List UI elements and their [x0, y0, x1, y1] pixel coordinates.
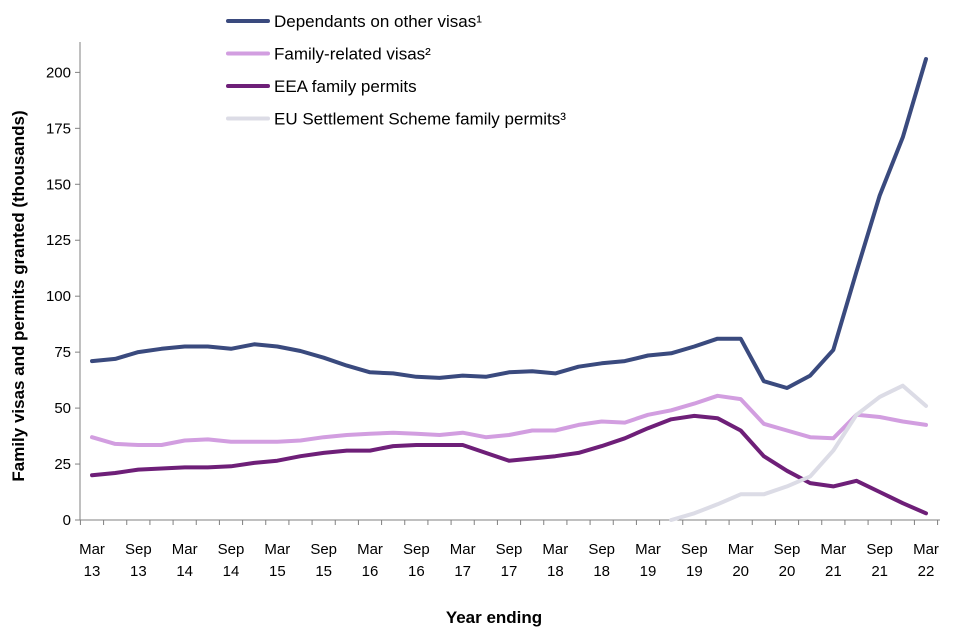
x-tick-label: 21	[871, 563, 888, 580]
y-tick-label: 25	[54, 456, 71, 473]
x-axis-title: Year ending	[446, 608, 542, 627]
x-tick-label: Sep	[774, 541, 801, 558]
x-tick-label: Mar	[635, 541, 661, 558]
x-tick-label: 13	[84, 563, 101, 580]
legend-label: Dependants on other visas¹	[274, 12, 482, 31]
x-tick-label: Sep	[496, 541, 523, 558]
x-ticks: Mar 13 Sep 13 Mar 14 Sep 14 Mar 15 Sep 15 Mar 16 Sep 16…	[79, 520, 939, 580]
y-tick-label: 175	[46, 120, 71, 137]
y-axis-title: Family visas and permits granted (thousa…	[9, 110, 28, 481]
x-tick-label: 15	[269, 563, 286, 580]
y-axis: 0 25 50 75 100 125 150 175 200	[46, 42, 81, 529]
x-tick-label: Sep	[866, 541, 893, 558]
x-tick-label: Sep	[218, 541, 245, 558]
x-tick-label: 17	[454, 563, 471, 580]
x-tick-label: Mar	[79, 541, 105, 558]
y-tick-label: 100	[46, 288, 71, 305]
y-tick-label: 200	[46, 64, 71, 81]
x-tick-label: 17	[501, 563, 518, 580]
legend: Dependants on other visas¹ Family-related…	[226, 12, 566, 129]
x-axis: Mar 13 Sep 13 Mar 14 Sep 14 Mar 15 Sep 15 Mar 16 Sep 16…	[79, 519, 940, 580]
y-tick-label: 150	[46, 176, 71, 193]
x-tick-label: 20	[732, 563, 749, 580]
x-tick-label: 14	[176, 563, 193, 580]
x-tick-label: Sep	[681, 541, 708, 558]
x-tick-label: 16	[408, 563, 425, 580]
x-tick-label: Mar	[450, 541, 476, 558]
x-tick-label: Mar	[357, 541, 383, 558]
x-tick-label: Mar	[913, 541, 939, 558]
x-tick-label: 15	[315, 563, 332, 580]
y-tick-label: 75	[54, 344, 71, 361]
x-tick-label: Mar	[542, 541, 568, 558]
x-tick-label: 16	[362, 563, 379, 580]
x-tick-label: 19	[640, 563, 657, 580]
x-tick-label: Sep	[403, 541, 430, 558]
x-tick-label: Mar	[728, 541, 754, 558]
x-tick-label: 21	[825, 563, 842, 580]
x-tick-label: Mar	[264, 541, 290, 558]
legend-label: EU Settlement Scheme family permits³	[274, 110, 566, 129]
y-ticks: 0 25 50 75 100 125 150 175 200	[46, 64, 80, 529]
legend-label: EEA family permits	[274, 77, 417, 96]
x-tick-label: Sep	[125, 541, 152, 558]
x-tick-label: 14	[223, 563, 240, 580]
x-tick-label: Sep	[310, 541, 337, 558]
series-line-dependants-on-other-visas	[90, 57, 928, 390]
y-tick-label: 125	[46, 232, 71, 249]
x-tick-label: 18	[593, 563, 610, 580]
x-tick-label: Mar	[172, 541, 198, 558]
x-tick-label: 18	[547, 563, 564, 580]
series-line-family-related-visas	[90, 393, 928, 447]
series-line-eu-settlement-scheme-family-permits	[669, 383, 928, 522]
legend-label: Family-related visas²	[274, 45, 431, 64]
y-tick-label: 0	[63, 512, 71, 529]
y-tick-label: 50	[54, 400, 71, 417]
x-tick-label: Mar	[820, 541, 846, 558]
x-tick-label: 19	[686, 563, 703, 580]
x-tick-label: Sep	[588, 541, 615, 558]
x-tick-label: 13	[130, 563, 147, 580]
x-tick-label: 22	[918, 563, 935, 580]
series-line-eea-family-permits	[90, 413, 928, 516]
x-tick-label: 20	[779, 563, 796, 580]
series-lines	[90, 57, 928, 522]
